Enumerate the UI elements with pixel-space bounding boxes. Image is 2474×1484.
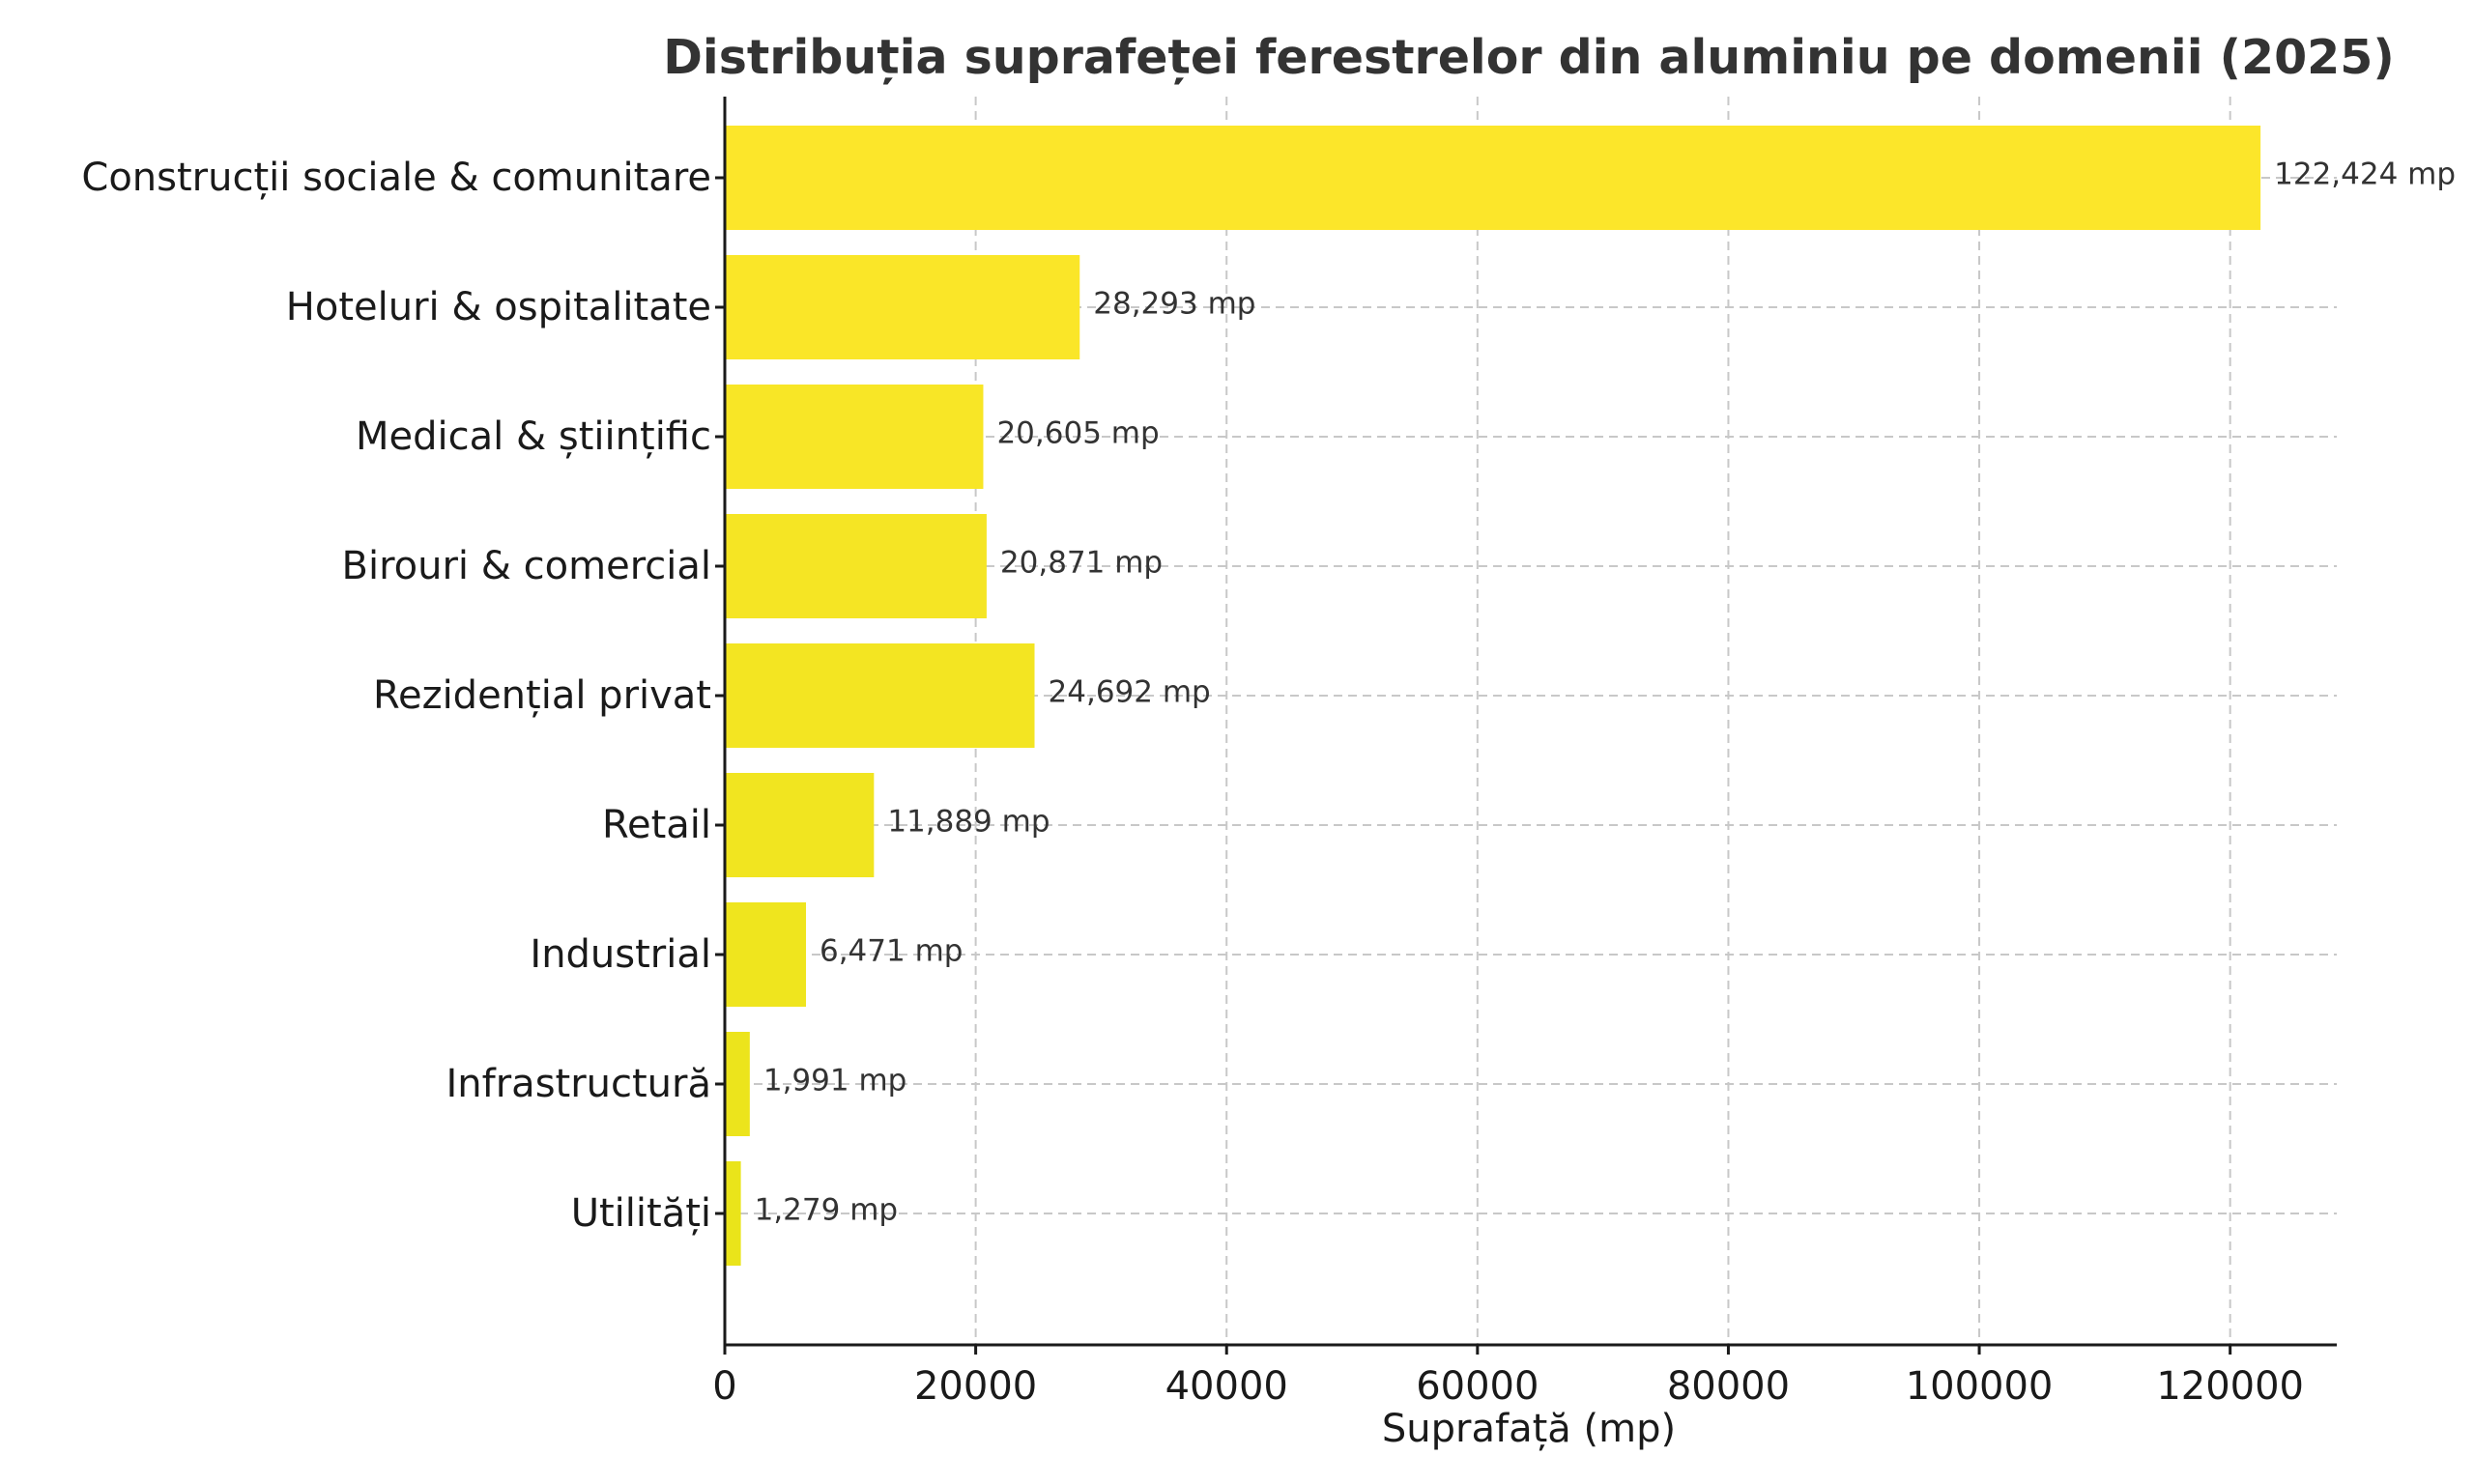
x-tick-label: 60000 xyxy=(1416,1364,1539,1409)
category-label: Hoteluri & ospitalitate xyxy=(286,285,711,329)
bar-value-label: 1,279 mp xyxy=(755,1193,898,1228)
bar-value-label: 20,605 mp xyxy=(996,416,1159,451)
bar xyxy=(725,1032,750,1136)
category-label: Industrial xyxy=(530,932,711,977)
bar-value-label: 28,293 mp xyxy=(1093,287,1255,322)
chart-title: Distribuția suprafeței ferestrelor din a… xyxy=(663,30,2395,85)
x-tick-label: 100000 xyxy=(1906,1364,2054,1409)
bar xyxy=(725,902,806,1007)
category-label: Medical & științific xyxy=(356,414,711,459)
bar xyxy=(725,643,1035,748)
bar xyxy=(725,514,987,618)
x-tick-label: 80000 xyxy=(1667,1364,1790,1409)
category-label: Retail xyxy=(602,803,711,847)
bar-value-label: 6,471 mp xyxy=(820,934,963,969)
bar xyxy=(725,1161,741,1266)
bar-value-label: 122,424 mp xyxy=(2274,157,2456,192)
bar xyxy=(725,126,2261,230)
category-label: Infrastructură xyxy=(446,1062,712,1106)
bar xyxy=(725,773,875,877)
category-label: Utilități xyxy=(571,1191,711,1236)
axes xyxy=(715,97,2337,1355)
bar-value-label: 20,871 mp xyxy=(1000,546,1163,581)
category-label: Rezidențial privat xyxy=(373,673,711,718)
bar-value-label: 1,991 mp xyxy=(763,1064,906,1099)
x-tick-label: 20000 xyxy=(914,1364,1037,1409)
bar-value-label: 11,889 mp xyxy=(887,805,1050,840)
x-tick-label: 40000 xyxy=(1165,1364,1288,1409)
bars xyxy=(725,126,2261,1266)
category-label: Construcții sociale & comunitare xyxy=(81,156,711,200)
category-label: Birouri & comercial xyxy=(342,544,711,588)
x-tick-label: 120000 xyxy=(2156,1364,2304,1409)
bar-value-label: 24,692 mp xyxy=(1049,675,1211,710)
x-axis-title: Suprafață (mp) xyxy=(1382,1407,1676,1451)
bar xyxy=(725,255,1080,359)
bar xyxy=(725,385,984,489)
labels: 122,424 mp Construcții sociale & comunita… xyxy=(81,156,2456,1409)
x-tick-label: 0 xyxy=(712,1364,736,1409)
